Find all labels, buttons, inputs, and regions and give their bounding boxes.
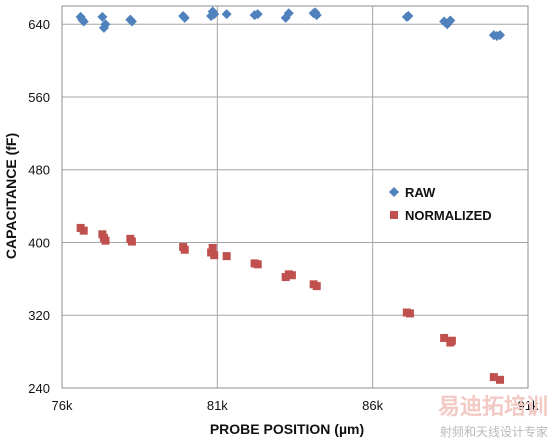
y-tick-label: 560 <box>28 90 50 105</box>
grid <box>61 6 529 389</box>
normalized-point <box>101 236 110 245</box>
normalized-point <box>253 260 262 269</box>
normalized-point <box>440 333 449 342</box>
normalized-point <box>489 373 498 382</box>
raw-point <box>97 11 108 22</box>
raw-point <box>252 9 263 20</box>
plot-area-frame <box>61 5 529 389</box>
x-axis-label: PROBE POSITION (µm) <box>210 421 364 437</box>
raw-point <box>98 22 109 33</box>
series-layer <box>75 6 506 384</box>
y-tick-label: 240 <box>28 381 50 396</box>
normalized-point <box>222 252 231 261</box>
y-tick-label: 400 <box>28 235 50 250</box>
y-tick-label: 480 <box>28 163 50 178</box>
normalized-point <box>79 226 88 235</box>
legend-marker-raw <box>389 187 399 197</box>
normalized-point <box>405 309 414 318</box>
series-raw <box>75 6 506 42</box>
raw-point <box>126 16 137 27</box>
legend-label-raw: RAW <box>405 185 436 200</box>
x-tick-label: 81k <box>207 398 228 413</box>
watermark: 易迪拓培训 射频和天线设计专家 <box>438 394 548 439</box>
y-tick-label: 640 <box>28 17 50 32</box>
normalized-point <box>180 245 189 254</box>
normalized-point <box>127 237 136 246</box>
series-normalized <box>76 223 505 384</box>
raw-point <box>221 9 232 20</box>
raw-point <box>179 12 190 23</box>
legend: RAW NORMALIZED <box>389 185 492 223</box>
x-tick-label: 76k <box>52 398 73 413</box>
raw-point <box>495 30 506 41</box>
x-axis-ticks: 76k 81k 86k 91k <box>52 398 539 413</box>
normalized-point <box>312 282 321 291</box>
watermark-main-text: 易迪拓培训 <box>438 394 548 420</box>
normalized-point <box>287 271 296 280</box>
normalized-point <box>210 251 219 260</box>
y-axis-ticks: 240 320 400 480 560 640 <box>28 17 50 396</box>
raw-point <box>77 14 88 25</box>
x-tick-label: 86k <box>362 398 383 413</box>
raw-point <box>283 8 294 19</box>
y-tick-label: 320 <box>28 308 50 323</box>
y-axis-label: CAPACITANCE (fF) <box>3 133 19 259</box>
raw-point <box>403 11 414 22</box>
legend-marker-normalized <box>390 211 398 219</box>
normalized-point <box>447 336 456 345</box>
x-tick-label: 91k <box>518 398 539 413</box>
raw-point <box>209 9 220 20</box>
legend-label-normalized: NORMALIZED <box>405 208 492 223</box>
raw-point <box>445 15 456 26</box>
normalized-point <box>208 243 217 252</box>
raw-point <box>310 7 321 18</box>
watermark-sub-text: 射频和天线设计专家 <box>440 424 548 439</box>
normalized-point <box>496 375 505 384</box>
